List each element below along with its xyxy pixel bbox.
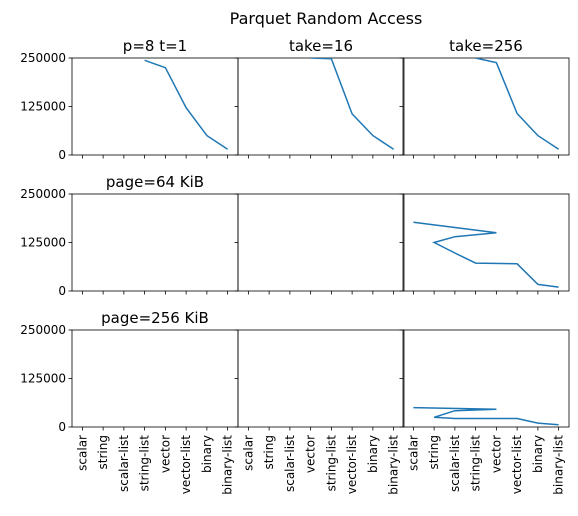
series-line-0-0 xyxy=(144,59,229,150)
panel-frame-1-0 xyxy=(71,193,239,292)
x-tick-label: scalar-list xyxy=(448,435,462,492)
y-tick-label: 250000 xyxy=(20,187,66,201)
panel-frame-2-0 xyxy=(71,329,239,428)
panel-frame-2-2 xyxy=(402,329,570,428)
x-tick-label: binary-list xyxy=(387,435,401,495)
y-tick-label: 0 xyxy=(58,284,66,298)
y-tick-label: 250000 xyxy=(20,323,66,337)
y-tick-label: 125000 xyxy=(20,100,66,114)
y-tick-label: 0 xyxy=(58,420,66,434)
x-tick-label: string-list xyxy=(469,435,483,492)
x-tick-label: scalar-list xyxy=(283,435,297,492)
y-tick-label: 125000 xyxy=(20,372,66,386)
series-line-2-2 xyxy=(413,406,559,426)
x-tick-label: scalar xyxy=(406,435,420,471)
x-tick-label: vector xyxy=(158,435,172,473)
x-tick-label: string xyxy=(262,435,276,469)
panel-title-0-0: p=8 t=1 xyxy=(123,37,187,55)
y-tick-label: 250000 xyxy=(20,51,66,65)
x-tick-label: string xyxy=(96,435,110,469)
series-line-0-1 xyxy=(310,58,395,150)
x-tick-label: binary xyxy=(531,435,545,473)
x-tick-label: string-list xyxy=(324,435,338,492)
x-tick-label: binary-list xyxy=(552,435,566,495)
x-tick-label: vector-list xyxy=(179,435,193,495)
y-tick-label: 0 xyxy=(58,148,66,162)
x-tick-label: vector xyxy=(304,435,318,473)
panel-frame-2-1 xyxy=(237,329,405,428)
x-tick-label: vector xyxy=(489,435,503,473)
series-line-0-2 xyxy=(475,58,560,150)
panel-title-0-1: take=16 xyxy=(289,37,353,55)
x-tick-label: vector-list xyxy=(345,435,359,495)
panel-frame-1-2 xyxy=(402,193,570,292)
x-tick-label: vector-list xyxy=(510,435,524,495)
panel-title-0-2: take=256 xyxy=(449,37,523,55)
x-tick-label: scalar xyxy=(241,435,255,471)
series-line-1-2 xyxy=(413,221,559,288)
x-tick-label: string-list xyxy=(138,435,152,492)
figure-title: Parquet Random Access xyxy=(230,9,423,28)
x-tick-label: scalar-list xyxy=(117,435,131,492)
x-tick-label: binary xyxy=(200,435,214,473)
x-tick-label: string xyxy=(427,435,441,469)
x-tick-label: binary-list xyxy=(221,435,235,495)
x-tick-label: scalar xyxy=(75,435,89,471)
panel-grid: 0 125000 250000 p=8 t=1 take=16 take=256 0 1250… xyxy=(20,37,570,495)
x-tick-label: binary xyxy=(366,435,380,473)
panel-title-1-0: page=64 KiB xyxy=(106,173,204,191)
y-tick-label: 125000 xyxy=(20,236,66,250)
panel-frame-1-1 xyxy=(237,193,405,292)
panel-title-2-0: page=256 KiB xyxy=(101,309,209,327)
